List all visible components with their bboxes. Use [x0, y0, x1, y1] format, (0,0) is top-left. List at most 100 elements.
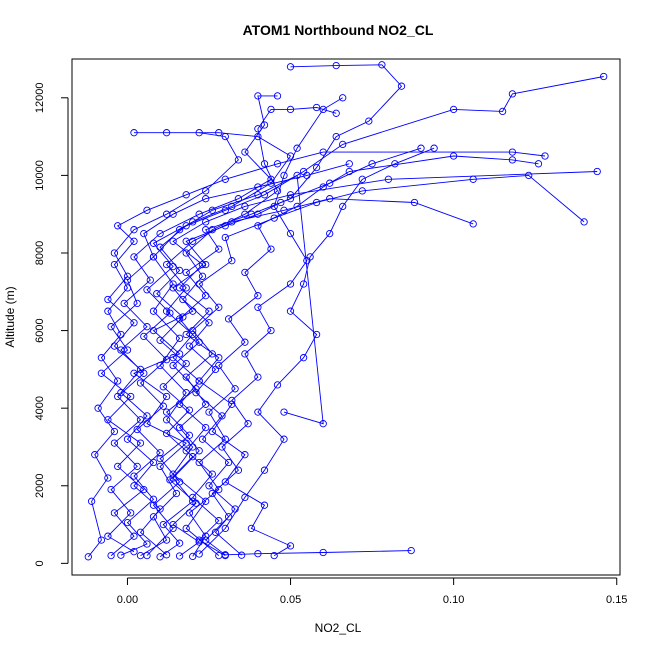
data-point-13-3	[130, 482, 138, 490]
data-point-15-8	[175, 334, 184, 342]
data-point-14-15	[391, 160, 399, 168]
data-point-4-9	[208, 350, 216, 358]
chart-title: ATOM1 Northbound NO2_CL	[243, 22, 434, 38]
data-point-9-12	[143, 286, 151, 294]
data-point-3-11	[205, 307, 213, 315]
data-point-11-20	[293, 144, 301, 152]
data-point-13-18	[221, 132, 229, 141]
data-point-8-10	[156, 336, 164, 344]
data-point-10-19	[267, 105, 275, 114]
data-point-7-2	[149, 501, 158, 509]
data-point-14-5	[254, 408, 262, 416]
data-point-6-10	[104, 307, 112, 315]
data-point-4-19	[525, 171, 533, 180]
data-point-14-10	[299, 280, 308, 288]
data-point-11-13	[267, 326, 275, 335]
data-point-6-5	[110, 427, 119, 436]
data-point-9-14	[149, 239, 158, 247]
data-point-0-20	[417, 144, 425, 152]
data-point-10-17	[260, 160, 269, 168]
data-point-1-1	[202, 532, 210, 540]
data-point-3-18	[384, 175, 393, 183]
data-point-2-17	[254, 183, 262, 191]
data-point-5-13	[162, 260, 171, 269]
data-point-8-8	[159, 383, 167, 391]
data-point-12-2	[127, 509, 135, 517]
data-point-8-5	[189, 453, 197, 461]
data-point-6-20	[508, 148, 517, 156]
data-point-15-3	[169, 470, 177, 478]
data-point-6-3	[104, 474, 112, 482]
data-point-10-1	[211, 528, 220, 536]
y-tick-label-2: 4000	[34, 396, 46, 420]
data-point-11-1	[319, 548, 327, 557]
data-point-1-9	[241, 338, 249, 346]
data-point-1-4	[195, 458, 203, 467]
data-point-7-12	[182, 268, 190, 277]
data-point-9-1	[143, 540, 151, 548]
data-point-10-16	[273, 187, 282, 195]
plot-frame	[71, 58, 621, 576]
data-point-12-0	[130, 548, 138, 556]
x-tick-label-2: 0.10	[443, 594, 464, 606]
data-point-1-18	[449, 152, 458, 160]
data-point-14-2	[241, 493, 249, 502]
data-point-9-10	[140, 332, 148, 341]
series-line-14	[198, 147, 435, 555]
data-point-12-14	[156, 229, 164, 238]
data-point-1-7	[231, 385, 239, 393]
data-point-2-2	[110, 509, 119, 517]
data-point-10-4	[224, 458, 233, 467]
data-point-0-4	[156, 462, 164, 471]
data-point-14-4	[280, 435, 288, 443]
data-point-9-0	[117, 551, 125, 559]
data-point-3-0	[270, 551, 278, 560]
data-point-7-13	[215, 245, 223, 253]
data-point-0-19	[368, 160, 376, 168]
data-point-11-19	[280, 171, 288, 180]
data-point-12-3	[107, 485, 115, 494]
data-point-2-16	[202, 195, 210, 203]
data-point-7-23	[286, 63, 295, 71]
data-point-11-11	[254, 373, 262, 381]
data-point-10-10	[205, 319, 213, 327]
data-point-6-15	[143, 206, 151, 214]
data-point-9-13	[169, 262, 177, 271]
data-point-2-4	[114, 462, 122, 471]
data-point-9-8	[136, 379, 145, 387]
data-point-12-21	[273, 92, 282, 100]
data-point-9-4	[130, 472, 138, 480]
data-point-6-11	[123, 284, 132, 292]
data-point-5-9	[169, 354, 177, 362]
y-tick-label-6: 12000	[34, 83, 46, 114]
y-tick-label-3: 6000	[34, 318, 46, 342]
data-point-1-19	[508, 156, 517, 164]
data-point-15-0	[215, 551, 223, 560]
data-point-12-9	[117, 346, 125, 354]
data-point-11-15	[286, 280, 295, 288]
data-point-7-17	[312, 163, 321, 172]
data-point-7-22	[332, 61, 340, 70]
series-line-1	[188, 155, 539, 557]
data-point-13-10	[130, 319, 138, 327]
data-point-7-19	[365, 117, 373, 125]
data-point-9-15	[189, 218, 197, 226]
data-point-13-8	[136, 365, 145, 374]
data-point-8-4	[166, 476, 174, 484]
data-point-8-2	[169, 520, 177, 529]
data-point-3-9	[215, 354, 223, 362]
data-point-0-3	[172, 489, 181, 498]
series-line-9	[120, 132, 292, 556]
data-point-13-9	[110, 342, 119, 350]
data-point-6-18	[273, 160, 282, 168]
data-point-8-12	[153, 290, 161, 298]
data-point-3-5	[241, 451, 249, 459]
data-point-0-18	[326, 179, 334, 187]
series-line-6	[87, 151, 546, 558]
data-point-12-4	[133, 462, 141, 471]
data-point-10-7	[192, 389, 200, 397]
data-point-1-11	[254, 292, 262, 300]
data-point-1-16	[319, 183, 327, 191]
data-point-11-0	[407, 546, 415, 555]
data-point-13-13	[110, 249, 119, 257]
